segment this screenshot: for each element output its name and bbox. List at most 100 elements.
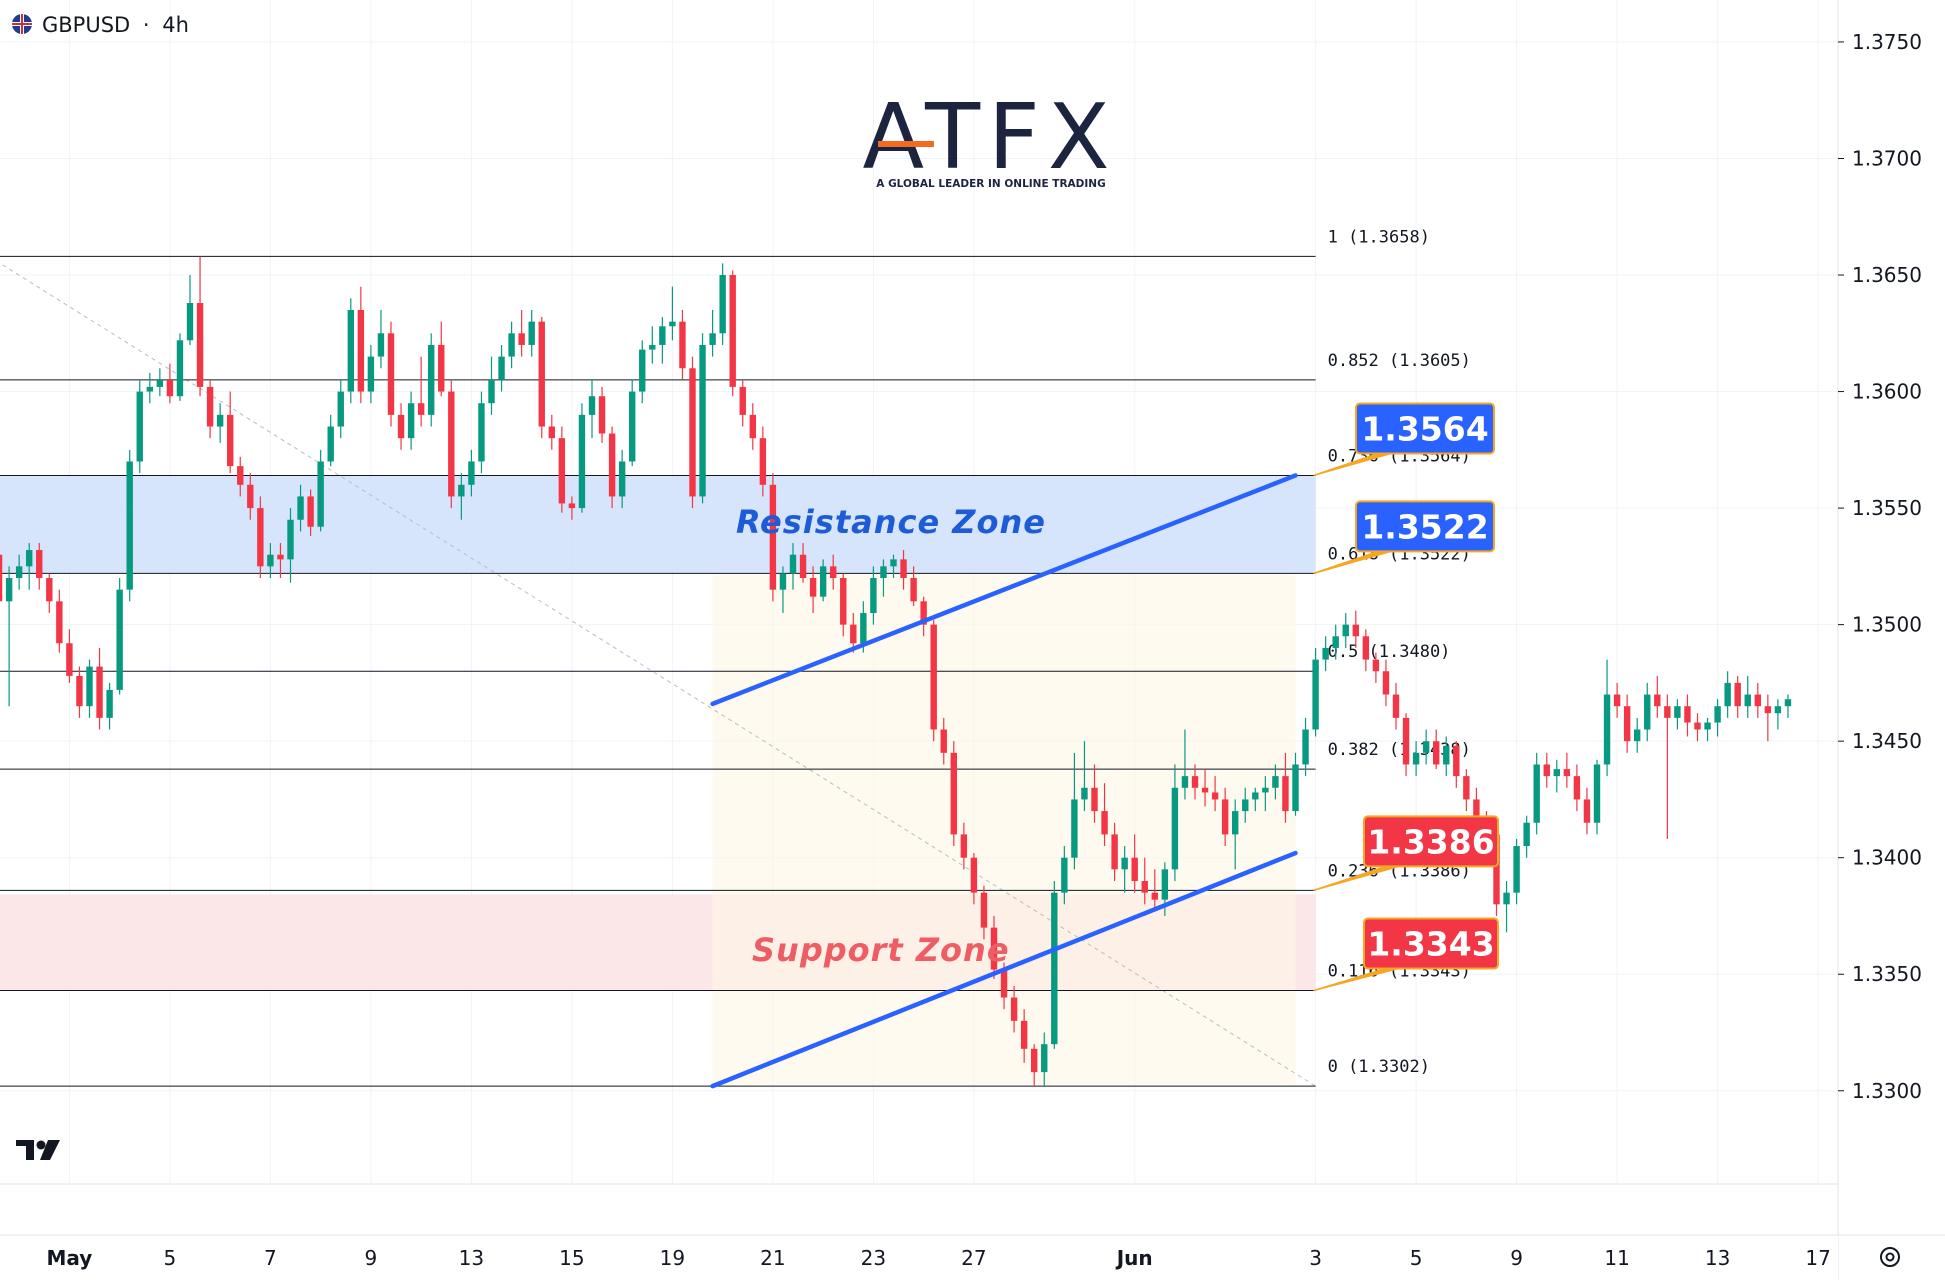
candle bbox=[1292, 752, 1299, 816]
candle-body bbox=[1443, 745, 1450, 765]
candle-body bbox=[488, 379, 495, 404]
price-badge-1.3343[interactable]: 1.3343 bbox=[1313, 917, 1499, 992]
candle-body bbox=[186, 302, 194, 341]
candle-body bbox=[1724, 682, 1731, 707]
atfx-logo: ATFX A GLOBAL LEADER IN ONLINE TRADING bbox=[863, 85, 1110, 190]
fib-label-0: 0 (1.3302) bbox=[1328, 1057, 1430, 1077]
candle-body bbox=[337, 391, 344, 427]
candle-body bbox=[156, 379, 164, 387]
price-badge-1.3522[interactable]: 1.3522 bbox=[1313, 500, 1495, 575]
candle bbox=[146, 372, 153, 404]
y-tick-label: 1.3750 bbox=[1852, 30, 1922, 54]
logo-accent-bar bbox=[878, 141, 934, 147]
candle-body bbox=[618, 461, 626, 497]
badge-text: 1.3386 bbox=[1367, 822, 1494, 861]
candle-body bbox=[719, 275, 726, 334]
candle-body bbox=[920, 601, 927, 625]
candle-body bbox=[830, 566, 837, 579]
candle bbox=[1242, 787, 1249, 823]
x-tick-label: 9 bbox=[1510, 1246, 1523, 1270]
candle bbox=[910, 566, 917, 606]
candle bbox=[528, 309, 535, 357]
candle-body bbox=[679, 321, 686, 369]
trendline-upper-channel[interactable] bbox=[710, 473, 1298, 707]
badge-text: 1.3522 bbox=[1361, 507, 1488, 546]
candle-body bbox=[568, 503, 576, 509]
candle-body bbox=[277, 554, 284, 560]
candle bbox=[930, 619, 937, 742]
candle bbox=[347, 298, 354, 404]
candle-body bbox=[578, 414, 586, 509]
candle-body bbox=[1704, 722, 1711, 730]
candle bbox=[317, 449, 324, 532]
candle bbox=[1513, 839, 1520, 905]
candle bbox=[1272, 764, 1279, 800]
candle-body bbox=[980, 892, 988, 928]
candle bbox=[166, 363, 174, 404]
candle bbox=[598, 386, 606, 443]
candle-body bbox=[1201, 787, 1209, 793]
candle bbox=[1312, 647, 1319, 737]
symbol-header[interactable]: GBPUSD · 4h bbox=[12, 13, 189, 37]
candle-body bbox=[990, 927, 998, 970]
symbol-name: GBPUSD bbox=[42, 13, 130, 37]
symbol-separator: · bbox=[143, 13, 150, 37]
candle bbox=[1020, 1009, 1028, 1063]
price-axis[interactable]: 1.3750 1.3700 1.3650 1.3600 1.3550 1.3500 1.34… bbox=[1838, 30, 1922, 1103]
candle-body bbox=[1764, 706, 1772, 714]
trendline-lower-channel[interactable] bbox=[710, 850, 1298, 1089]
candle-body bbox=[779, 573, 787, 590]
candle-body bbox=[649, 344, 656, 350]
candle-body bbox=[1051, 892, 1058, 1045]
candle bbox=[1362, 629, 1370, 672]
candle bbox=[428, 333, 435, 427]
gear-icon[interactable] bbox=[1880, 1247, 1900, 1267]
candle bbox=[1784, 694, 1792, 718]
badge-box bbox=[1363, 917, 1499, 970]
candle-body bbox=[1744, 694, 1751, 707]
candle bbox=[66, 629, 73, 683]
candle bbox=[588, 379, 596, 439]
candle-body bbox=[1141, 881, 1148, 893]
candle-body bbox=[96, 666, 103, 718]
candle-body bbox=[850, 624, 857, 644]
time-axis[interactable]: 29May579131519212327Jun359111317 bbox=[0, 1246, 1831, 1270]
candle bbox=[689, 356, 696, 509]
candle-body bbox=[1573, 776, 1581, 800]
candle bbox=[759, 426, 767, 497]
candle bbox=[196, 256, 204, 397]
candle-body bbox=[508, 333, 515, 357]
candle-body bbox=[1242, 799, 1249, 812]
candle-body bbox=[1322, 647, 1329, 660]
candle bbox=[809, 566, 817, 613]
candle bbox=[206, 379, 214, 439]
candle-body bbox=[900, 559, 907, 579]
price-badge-1.3386[interactable]: 1.3386 bbox=[1313, 815, 1499, 892]
candle bbox=[1232, 799, 1239, 870]
candle-body bbox=[870, 578, 877, 613]
candle-body bbox=[1101, 811, 1108, 835]
candle-body bbox=[1372, 659, 1380, 672]
candle-body bbox=[297, 496, 304, 520]
candle-body bbox=[1171, 787, 1179, 870]
price-badge-1.3564[interactable]: 1.3564 bbox=[1313, 402, 1495, 477]
candle bbox=[387, 321, 395, 427]
badge-box bbox=[1363, 815, 1499, 868]
candle-body bbox=[860, 612, 867, 644]
candle bbox=[1654, 675, 1661, 718]
candle-body bbox=[1694, 722, 1701, 730]
candle bbox=[186, 275, 194, 345]
candle bbox=[1402, 713, 1410, 777]
candle-body bbox=[1081, 787, 1088, 800]
candle bbox=[1443, 736, 1450, 777]
candle-body bbox=[1382, 671, 1390, 695]
candle bbox=[1382, 659, 1390, 707]
candle-body bbox=[206, 386, 214, 427]
x-tick-label: 21 bbox=[760, 1246, 785, 1270]
candle bbox=[629, 379, 636, 467]
candle bbox=[438, 321, 445, 397]
candle-body bbox=[930, 624, 937, 730]
candle-body bbox=[1262, 787, 1269, 793]
candle bbox=[478, 391, 485, 474]
